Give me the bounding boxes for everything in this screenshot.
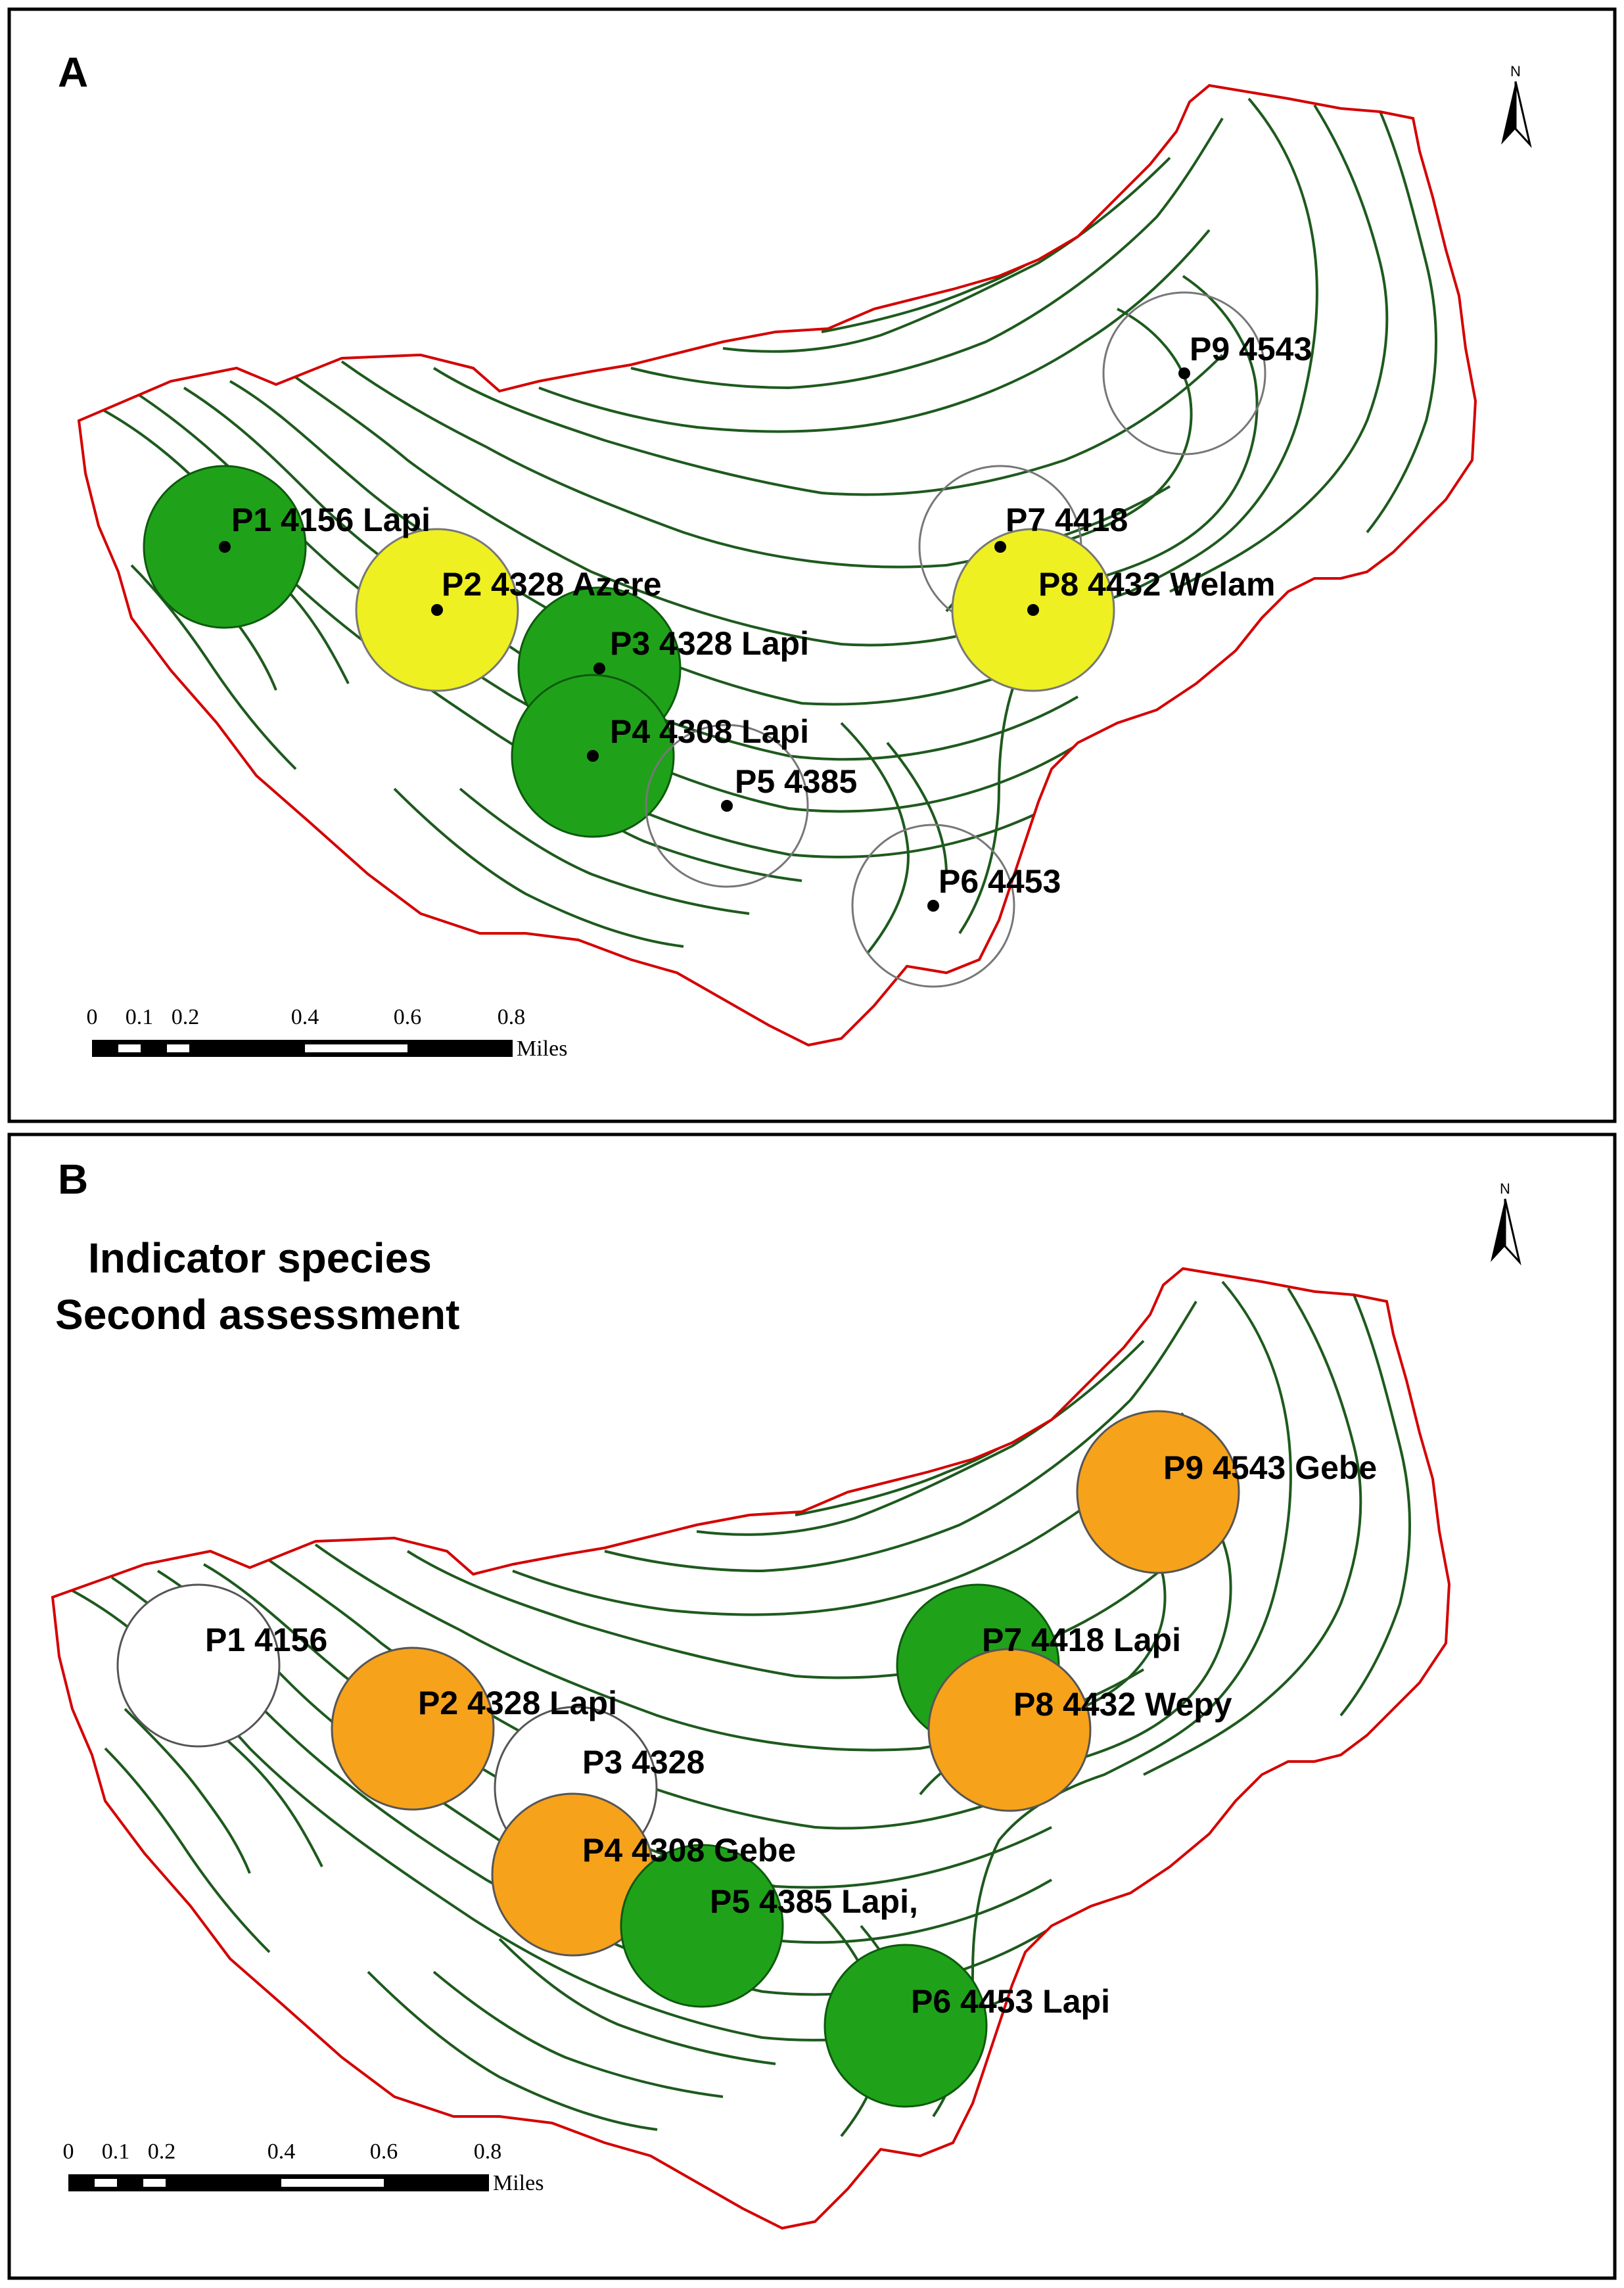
plot-label-p7: P7 4418 Lapi (982, 1622, 1181, 1658)
scale-unit-label: Miles (517, 1037, 567, 1061)
map-a-svg: A (7, 7, 1617, 1123)
plot-label-p3: P3 4328 (582, 1744, 705, 1781)
map-panel-b: B Indicator species Second assessment (0, 1131, 1624, 2288)
plot-label-p8: P8 4432 Welam (1038, 566, 1275, 603)
scale-tick-label: 0.8 (474, 2139, 502, 2164)
scale-tick-label: 0.2 (148, 2139, 176, 2164)
dot-icon (219, 541, 231, 553)
dot-icon (431, 604, 443, 616)
map-panel-a: A (0, 0, 1624, 1131)
north-label: N (1500, 1180, 1510, 1197)
plot-label-p1: P1 4156 (205, 1622, 327, 1658)
plot-label-p5: P5 4385 Lapi, (710, 1883, 918, 1920)
plot-circle-p1 (116, 1583, 281, 1748)
watershed-boundary-a (77, 83, 1477, 1047)
dot-icon (593, 663, 605, 674)
scale-tick-label: 0.6 (394, 1005, 422, 1029)
scale-tick-label: 0.4 (267, 2139, 296, 2164)
scale-bar-b: 0 0.1 0.2 0.4 0.6 0.8 Miles (63, 2139, 544, 2195)
plot-circle-p6 (851, 824, 1015, 988)
scale-tick-label: 0.6 (370, 2139, 398, 2164)
plot-points-a (219, 367, 1190, 912)
north-arrow-icon: N (1501, 63, 1532, 149)
plot-label-p6: P6 4453 Lapi (911, 1983, 1110, 2020)
north-label: N (1510, 63, 1521, 80)
plot-label-p1: P1 4156 Lapi (231, 502, 430, 538)
dot-icon (1027, 604, 1039, 616)
plot-label-p2: P2 4328 Lapi (418, 1685, 617, 1721)
plot-circle-p9 (1102, 291, 1266, 455)
map-title-line2: Second assessment (55, 1291, 459, 1338)
scale-tick-label: 0.4 (291, 1005, 319, 1029)
dot-icon (1178, 367, 1190, 379)
contour-lines-a (98, 97, 1437, 954)
panel-a-frame (7, 7, 1617, 1123)
scale-tick-label: 0.8 (498, 1005, 526, 1029)
panel-b-letter: B (58, 1156, 88, 1203)
plot-circle-p9 (1076, 1410, 1240, 1574)
scale-tick-label: 0 (87, 1005, 98, 1029)
plot-label-p5: P5 4385 (735, 763, 857, 800)
plot-label-p9: P9 4543 Gebe (1163, 1449, 1377, 1486)
map-b-svg: B Indicator species Second assessment (7, 1132, 1617, 2280)
dot-icon (994, 541, 1006, 553)
panel-b-frame (7, 1132, 1617, 2280)
map-title-line1: Indicator species (88, 1234, 432, 1282)
plot-circle-p6 (824, 1944, 988, 2108)
plot-circle-p8 (927, 1648, 1092, 1812)
scale-tick-label: 0.2 (172, 1005, 200, 1029)
plot-label-p4: P4 4308 Gebe (582, 1832, 796, 1869)
dot-icon (587, 750, 599, 762)
watershed-boundary-b (51, 1267, 1451, 2230)
plot-label-p8: P8 4432 Wepy (1013, 1686, 1232, 1723)
plot-label-p4: P4 4308 Lapi (610, 713, 809, 750)
plot-label-p6: P6 4453 (939, 863, 1061, 900)
dot-icon (721, 800, 733, 812)
plot-circle-p2 (331, 1646, 495, 1811)
north-arrow-icon: N (1491, 1180, 1521, 1266)
dot-icon (927, 900, 939, 912)
plot-circle-p5 (645, 724, 809, 888)
scale-unit-label: Miles (493, 2171, 544, 2195)
scale-tick-label: 0.1 (102, 2139, 130, 2164)
plot-label-p7: P7 4418 (1006, 502, 1128, 538)
panel-a-letter: A (58, 49, 88, 96)
plot-label-p3: P3 4328 Lapi (610, 625, 809, 662)
plot-circle-p5 (620, 1844, 784, 2008)
scale-tick-label: 0 (63, 2139, 74, 2164)
plot-label-p9: P9 4543 (1190, 331, 1312, 367)
scale-tick-label: 0.1 (126, 1005, 154, 1029)
plot-label-p2: P2 4328 Azcre (442, 566, 662, 603)
scale-bar-a: 0 0.1 0.2 0.4 0.6 0.8 Miles (87, 1005, 568, 1061)
